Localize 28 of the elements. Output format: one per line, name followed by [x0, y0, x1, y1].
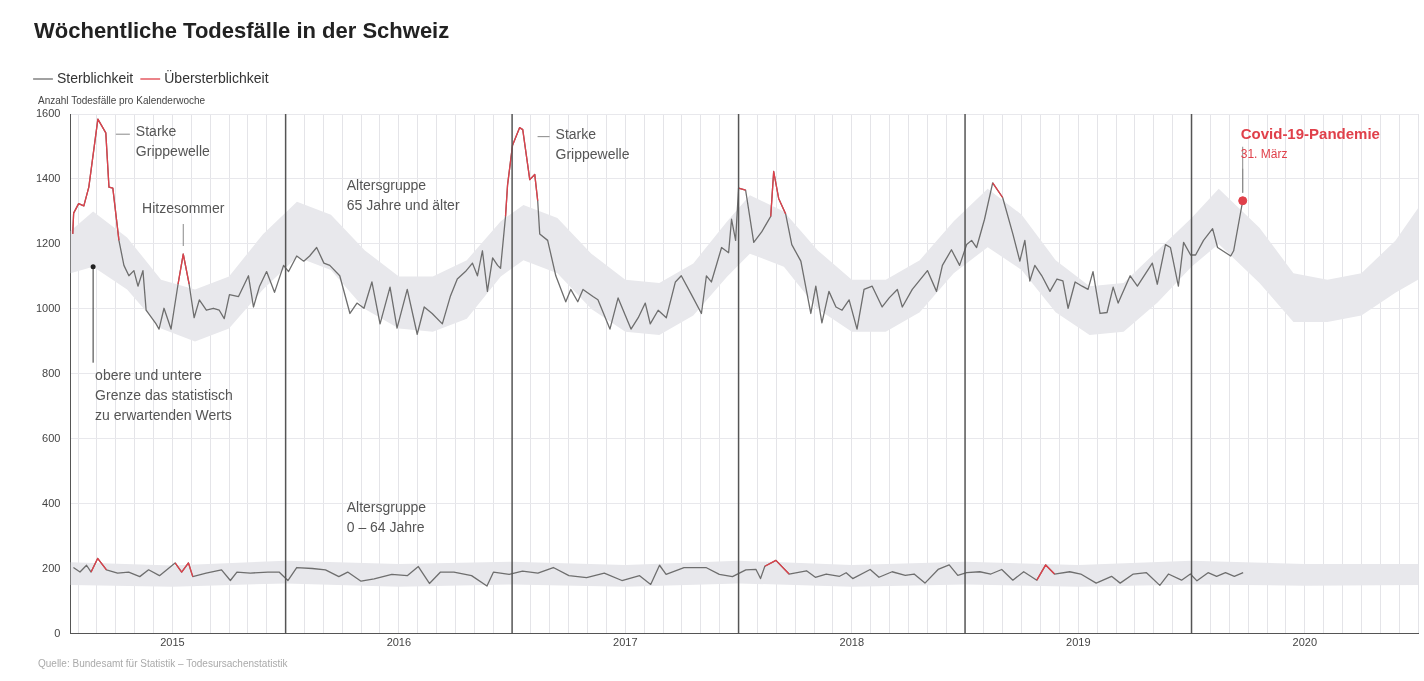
annotation: obere und untere Grenze das statistisch zu erwartenden Werts	[95, 366, 233, 423]
y-tick-label: 400	[42, 496, 61, 509]
y-tick-label: 1400	[35, 172, 61, 185]
chart-title: Wöchentliche Todesfälle in der Schweiz	[34, 18, 450, 44]
y-tick-label: 0	[54, 626, 61, 639]
x-tick-label: 2017	[613, 636, 638, 649]
legend-label: Übersterblichkeit	[164, 68, 269, 86]
x-tick-label: 2019	[1066, 636, 1091, 649]
y-tick-label: 1600	[35, 107, 61, 120]
y-tick-label: 600	[42, 431, 61, 444]
y-axis-title: Anzahl Todesfälle pro Kalenderwoche	[38, 94, 206, 106]
source-note: Quelle: Bundesamt für Statistik – Todesursachenstatistik	[38, 658, 288, 669]
annotation: Covid-19-Pandemie	[1240, 125, 1380, 143]
annotation: Altersgruppe 65 Jahre und älter	[346, 176, 460, 213]
legend-label: Sterblichkeit	[57, 69, 134, 86]
annotation: Starke Grippewelle	[555, 125, 630, 162]
y-tick-label: 200	[42, 561, 61, 574]
annotation: Altersgruppe 0 – 64 Jahre	[346, 499, 427, 536]
x-tick-label: 2018	[839, 636, 865, 649]
annotation: Hitzesommer	[142, 199, 225, 216]
y-tick-label: 1000	[35, 301, 61, 314]
annotation: 31. März	[1240, 147, 1288, 162]
y-tick-label: 800	[42, 366, 61, 379]
y-tick-label: 1200	[35, 236, 61, 249]
x-tick-label: 2016	[386, 636, 412, 649]
x-tick-label: 2015	[160, 636, 185, 649]
annotation: Starke Grippewelle	[135, 123, 211, 160]
x-tick-label: 2020	[1292, 636, 1317, 649]
